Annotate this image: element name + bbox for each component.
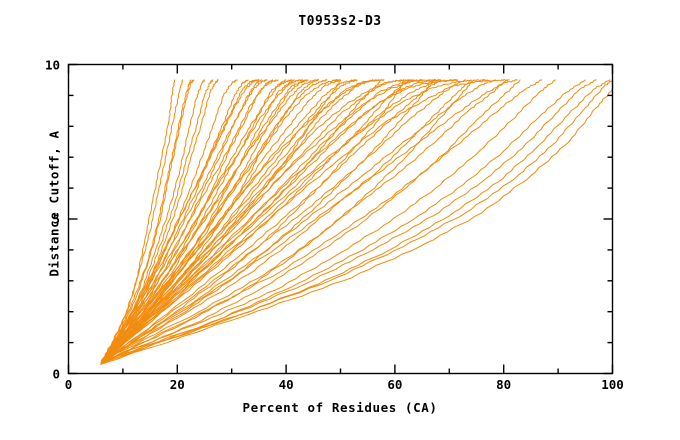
x-tick-label: 100 (601, 377, 624, 392)
data-curve (103, 79, 260, 362)
y-tick-label: 0 (52, 366, 60, 381)
data-curve (100, 79, 510, 365)
data-curve (102, 79, 518, 362)
data-curve (100, 79, 586, 365)
axes-layer (67, 63, 614, 375)
data-curve (101, 79, 192, 364)
x-tick-label: 60 (387, 377, 403, 392)
x-tick-label: 40 (278, 377, 294, 392)
data-curve (102, 79, 556, 362)
data-curve (100, 79, 292, 365)
data-curve (101, 79, 385, 362)
data-curve (100, 79, 614, 365)
x-tick-label: 80 (496, 377, 512, 392)
data-series-layer (100, 78, 614, 365)
chart-title: T0953s2-D3 (298, 14, 382, 29)
data-curve (100, 79, 195, 365)
data-curve (103, 79, 475, 362)
data-curve (103, 79, 434, 362)
data-curve (100, 79, 472, 364)
data-curve (100, 79, 238, 365)
x-axis-label: Percent of Residues (CA) (242, 400, 438, 415)
y-tick-label: 10 (44, 57, 60, 72)
data-curve (100, 79, 442, 365)
data-curve (100, 79, 415, 365)
data-curve (100, 79, 382, 364)
data-curve (101, 79, 613, 362)
data-curve (103, 79, 597, 362)
data-curve (100, 79, 407, 365)
data-curve (100, 79, 176, 364)
data-curve (101, 79, 412, 362)
x-tick-label: 20 (169, 377, 185, 392)
data-curve (100, 79, 306, 364)
data-curve (100, 79, 339, 365)
data-curve (100, 79, 521, 364)
data-curve (100, 79, 268, 364)
data-curve (100, 79, 257, 365)
x-tick-label: 0 (64, 377, 73, 392)
data-curve (103, 79, 358, 362)
data-curve (100, 79, 184, 362)
data-curve (100, 79, 496, 364)
data-curve (103, 79, 309, 362)
data-curve (103, 79, 341, 362)
data-curve (100, 79, 303, 364)
data-curve (100, 79, 458, 364)
data-curve (101, 79, 320, 362)
y-tick-label: 5 (52, 211, 60, 227)
data-curve (100, 79, 543, 365)
data-curve (101, 79, 507, 362)
data-curve (101, 79, 279, 362)
